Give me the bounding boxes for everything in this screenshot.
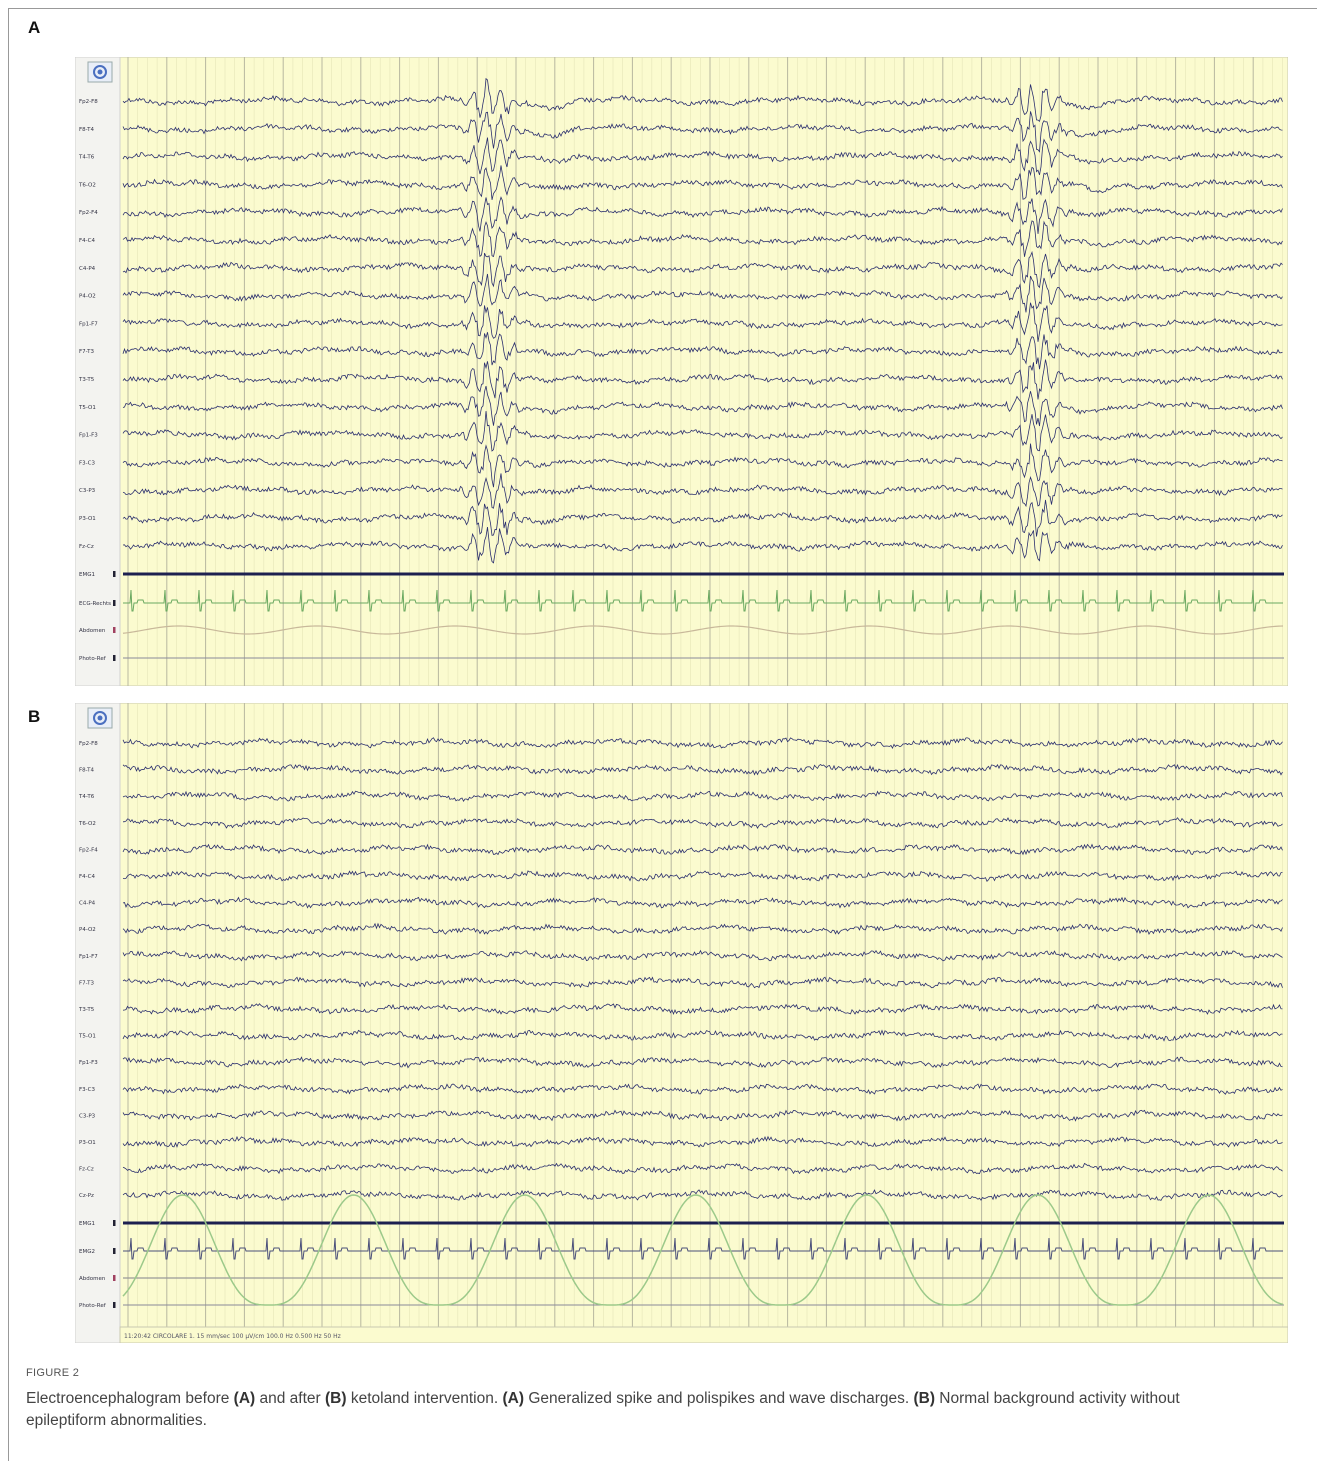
plot-background [75,57,1288,686]
channel-label: F3-C3 [79,460,95,466]
caption: Electroencephalogram before (A) and afte… [26,1388,1256,1432]
channel-label: C3-P3 [79,1113,96,1119]
channel-label: C3-P3 [79,488,96,494]
caption-segment: Generalized spike and polispikes and wav… [524,1390,913,1407]
plot-background [75,703,1288,1343]
channel-label: F4-C4 [79,238,95,244]
channel-label: T4-T6 [78,794,95,800]
channel-label: Fp2-F4 [79,847,98,853]
channel-marker [113,571,116,577]
channel-marker [113,1248,116,1254]
channel-label: Fp2-F4 [79,210,98,216]
channel-label: Photo-Ref [79,656,107,662]
channel-label: F8-T4 [79,127,95,133]
channel-label: P4-O2 [79,927,96,933]
footer-text: 11:20:42 CIRCOLARE 1. 15 mm/sec 100 µV/c… [124,1333,341,1340]
frame-line [8,8,1317,9]
channel-marker [113,1220,116,1226]
channel-label: EMG2 [79,1249,95,1255]
label-column [75,57,120,686]
channel-label: Fp2-F8 [79,99,98,105]
caption-segment: (B) [913,1390,935,1407]
channel-label: Fz-Cz [79,1167,94,1173]
channel-label: C4-P4 [79,901,96,907]
channel-marker [113,600,116,606]
channel-label: Fp1-F7 [79,954,98,960]
channel-label: T3-T5 [78,1007,95,1013]
channel-label: Abdomen [79,628,106,634]
channel-label: Photo-Ref [79,1303,107,1309]
channel-label: Abdomen [79,1276,106,1282]
caption-segment: (B) [325,1390,347,1407]
caption-segment: Electroencephalogram before [26,1390,234,1407]
channel-marker [113,655,116,661]
channel-marker [113,1302,116,1308]
channel-label: F4-C4 [79,874,95,880]
frame-line [8,8,9,1461]
channel-label: P3-O1 [79,516,96,522]
channel-label: T4-T6 [78,155,95,161]
channel-label: Fp2-F8 [79,741,98,747]
caption-segment: ketoland intervention. [347,1390,503,1407]
channel-label: T5-O1 [78,1034,96,1040]
channel-label: Fp1-F7 [79,321,98,327]
caption-segment: (A) [234,1390,256,1407]
channel-label: F8-T4 [79,768,95,774]
channel-label: T3-T5 [78,377,95,383]
panel-label: B [28,707,40,727]
channel-label: T6-O2 [78,821,96,827]
channel-marker [113,1275,116,1281]
channel-label: P4-O2 [79,294,96,300]
channel-label: Fp1-F3 [79,1060,98,1066]
channel-label: ECG-Rechts [79,601,111,607]
caption-label: FIGURE 2 [26,1367,79,1379]
channel-label: Cz-Pz [79,1193,94,1199]
channel-label: EMG1 [79,1221,95,1227]
channel-label: F3-C3 [79,1087,95,1093]
eeg-panel: Fp2-F8 F8-T4 T4-T6 T6-O2 Fp2-F4 F4-C4 C4-P4 P4-… [75,703,1288,1343]
channel-label: C4-P4 [79,266,96,272]
caption-segment: and after [255,1390,325,1407]
icon [98,70,103,75]
page: A Fp2-F8 F8-T4 T4-T6 T6-O2 Fp2-F4 F4-C4 C4-P4 P… [0,0,1317,1461]
channel-label: F7-T3 [79,349,95,355]
panel-label: A [28,18,40,38]
channel-label: P3-O1 [79,1140,96,1146]
icon [98,716,103,721]
eeg-panel: Fp2-F8 F8-T4 T4-T6 T6-O2 Fp2-F4 F4-C4 C4-P4 P4-… [75,57,1288,686]
channel-label: Fz-Cz [79,544,94,550]
channel-label: T5-O1 [78,405,96,411]
channel-label: F7-T3 [79,980,95,986]
channel-label: EMG1 [79,572,95,578]
channel-label: T6-O2 [78,182,96,188]
channel-marker [113,627,116,633]
caption-segment: (A) [502,1390,524,1407]
channel-label: Fp1-F3 [79,433,98,439]
